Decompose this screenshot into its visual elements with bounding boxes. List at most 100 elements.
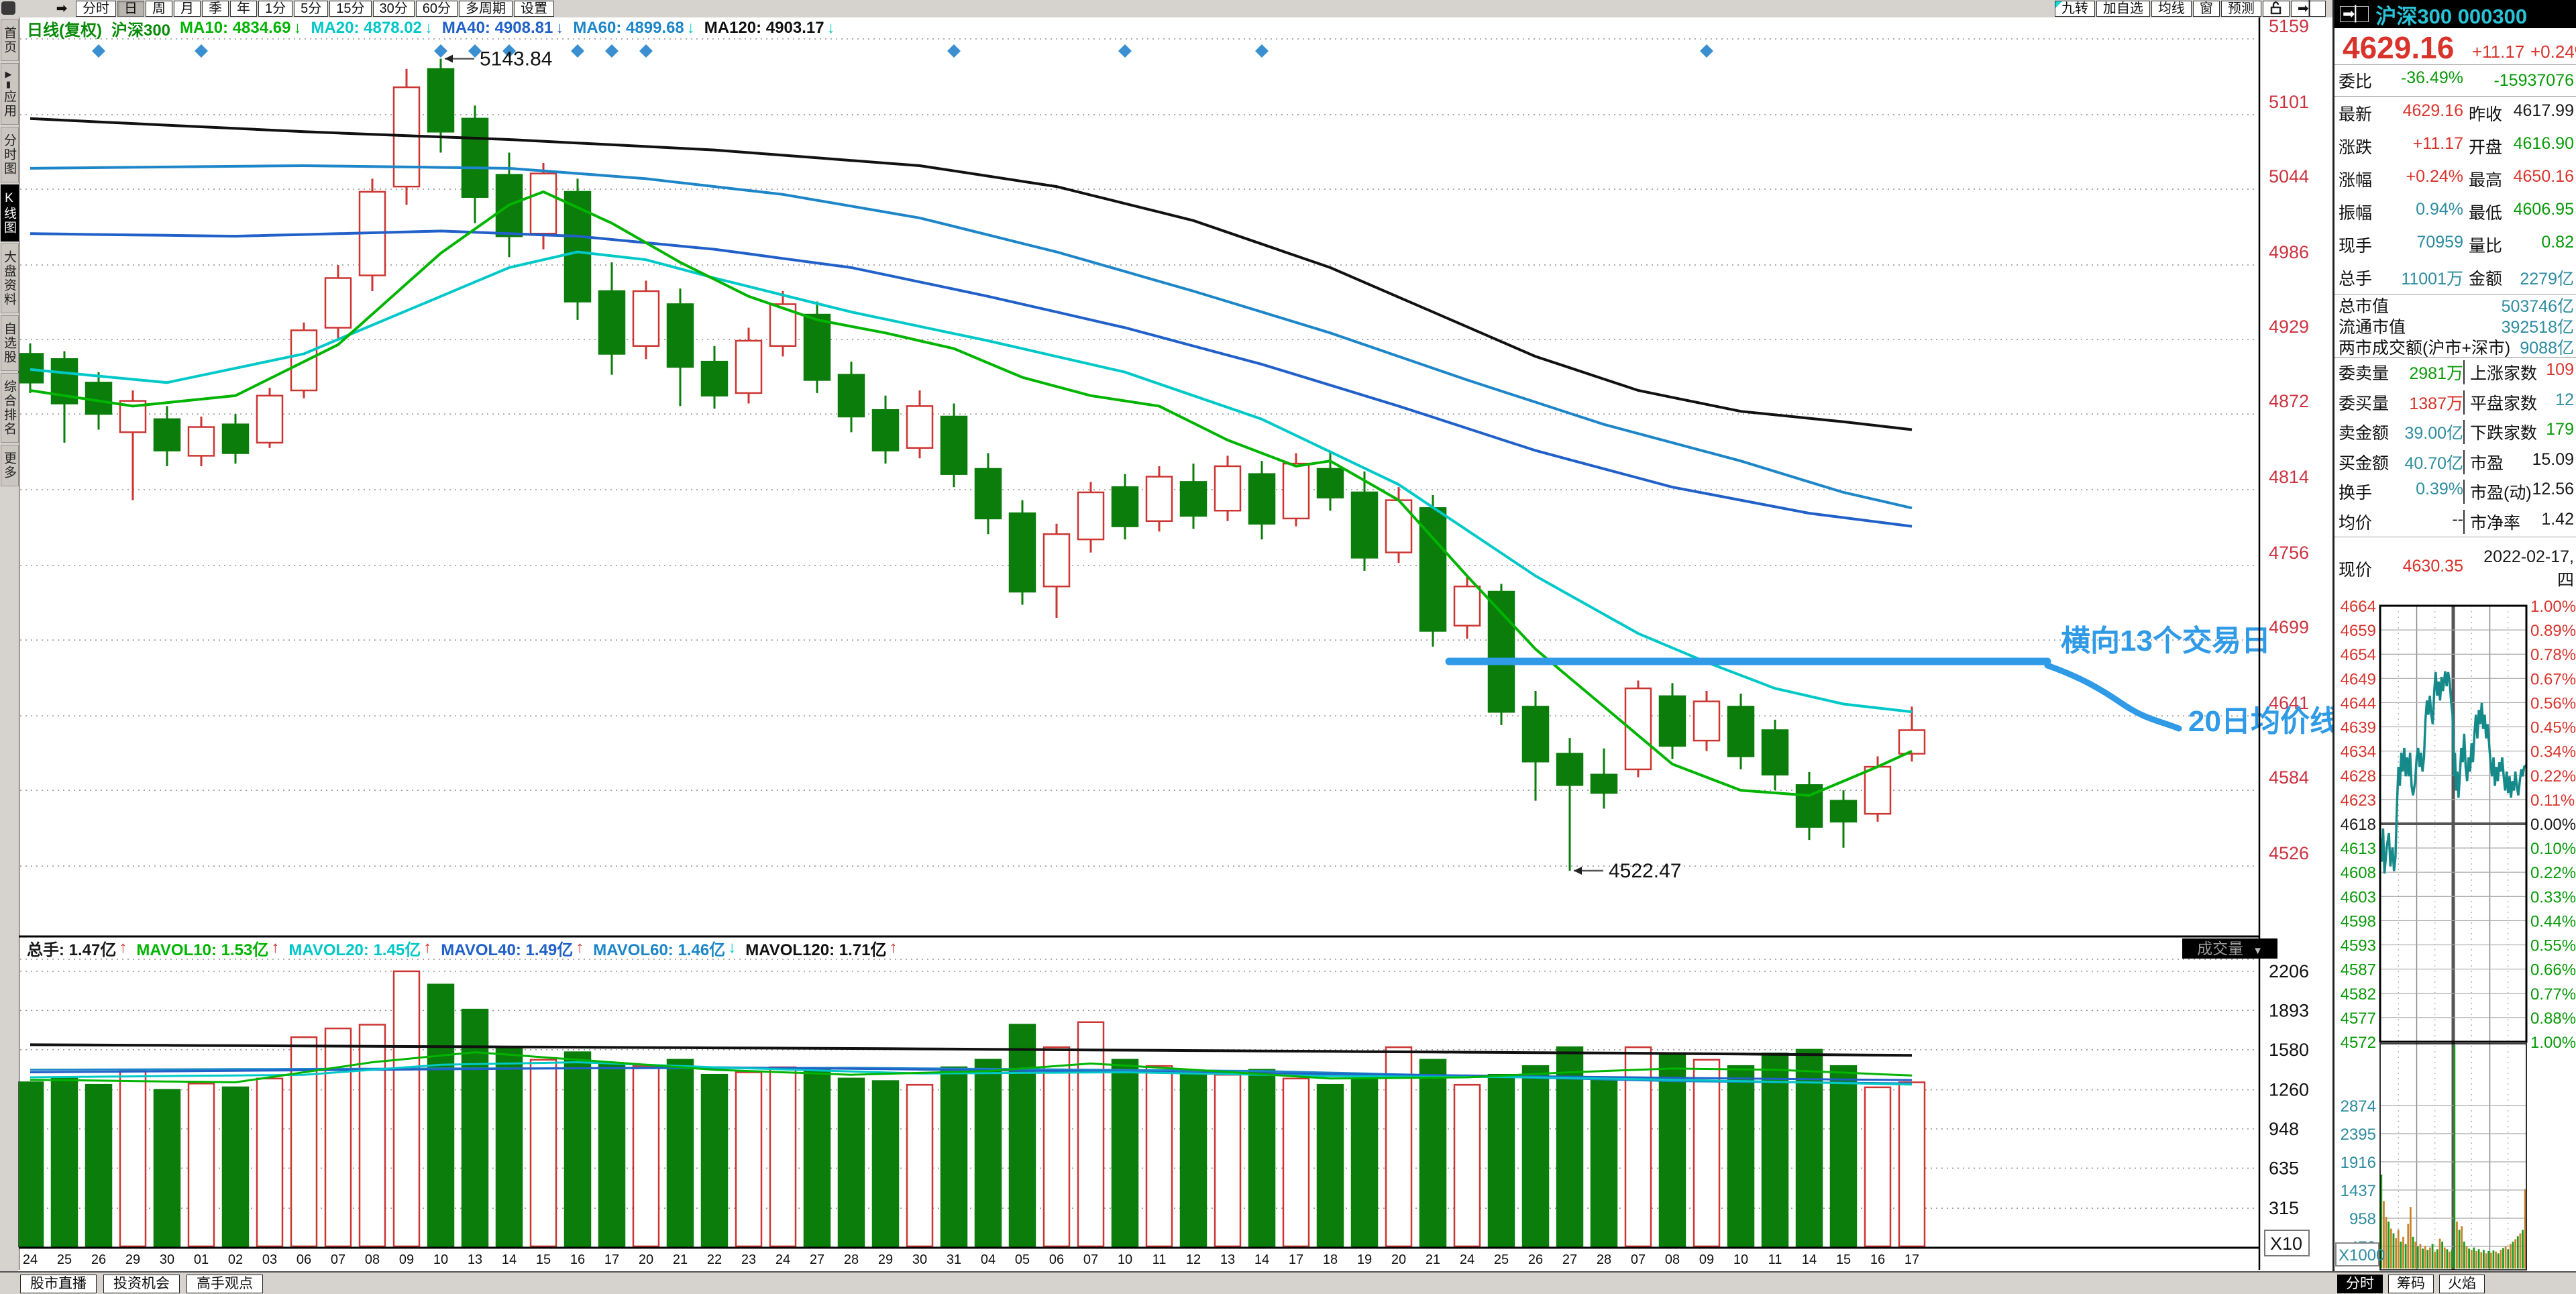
- bottom-tab-股市直播[interactable]: 股市直播: [20, 1275, 97, 1293]
- period-button-设置[interactable]: 设置: [514, 1, 554, 17]
- period-button-多周期[interactable]: 多周期: [459, 1, 513, 17]
- indicator-select-dropdown[interactable]: 成交量 ▼: [2182, 938, 2277, 959]
- tool-button-预测[interactable]: 预测: [2220, 1, 2261, 17]
- volume-bar: [1111, 1059, 1139, 1248]
- quote-col2: 2022-02-17,四: [2463, 547, 2574, 591]
- mini-volume-bar: [2441, 1241, 2444, 1269]
- mini-pct-label: 0.66%: [2530, 961, 2576, 979]
- sidebar-item-label: 首页: [2, 26, 16, 54]
- annotation-arrow-label: 20日均价线: [2188, 705, 2332, 738]
- date-label: 08: [1665, 1252, 1680, 1267]
- quote-col1: 换手 0.39%: [2339, 480, 2463, 504]
- sidebar-item-自选股[interactable]: 自选股: [1, 315, 19, 371]
- field-value: 179: [2546, 420, 2574, 439]
- date-label: 11: [1768, 1252, 1782, 1267]
- tool-button-九转[interactable]: 九转: [2054, 1, 2095, 17]
- period-button-分时[interactable]: 分时: [76, 1, 116, 17]
- mini-chart-tab-筹码[interactable]: 筹码: [2388, 1275, 2434, 1293]
- date-label: 03: [262, 1252, 277, 1267]
- period-button-日[interactable]: 日: [117, 1, 144, 17]
- mini-volume-bar: [2419, 1244, 2422, 1269]
- period-button-季[interactable]: 季: [202, 1, 229, 17]
- mini-vol-unit: X1000: [2339, 1246, 2385, 1264]
- mini-volume-bar: [2507, 1249, 2510, 1269]
- sidebar-item-综合排名[interactable]: 综合排名: [1, 373, 19, 443]
- drawn-arrow-curve[interactable]: [2044, 662, 2182, 732]
- volume-bar: [1521, 1065, 1550, 1248]
- date-label: 27: [1562, 1252, 1577, 1267]
- period-button-周[interactable]: 周: [146, 1, 172, 17]
- volume-bar: [1179, 1071, 1208, 1248]
- quote-col1: 均价 --: [2339, 510, 2463, 534]
- mini-chart-tab-火焰[interactable]: 火焰: [2439, 1275, 2485, 1293]
- sidebar-item-应用[interactable]: ▶▮应用: [1, 63, 19, 125]
- volume-bar: [221, 1086, 250, 1248]
- field-value: 0.94%: [2416, 199, 2463, 219]
- nine-turn-marker-icon: [502, 44, 516, 58]
- intraday-mini-chart[interactable]: 4664 1.00% 4659 0.89% 4654 0.78% 4649 0.67% 4644…: [2334, 600, 2576, 1275]
- mini-volume-bar: [2434, 1251, 2436, 1269]
- date-label: 02: [228, 1252, 243, 1267]
- bottom-tab-高手观点[interactable]: 高手观点: [186, 1275, 263, 1293]
- mini-pct-label: 0.22%: [2530, 864, 2576, 882]
- mini-volume-bar: [2410, 1207, 2412, 1269]
- date-label: 15: [1836, 1252, 1851, 1267]
- tool-button-窗[interactable]: 窗: [2192, 1, 2220, 17]
- sidebar-item-分时图[interactable]: 分时图: [1, 127, 19, 182]
- candle-body: [666, 303, 694, 368]
- volume-bar: [735, 1071, 763, 1248]
- period-button-30分[interactable]: 30分: [372, 1, 415, 17]
- sidebar-item-首页[interactable]: 首页: [1, 19, 19, 61]
- field-value: 1387万: [2409, 394, 2463, 413]
- mini-chart-tab-分时[interactable]: 分时: [2337, 1275, 2383, 1293]
- date-label: 08: [365, 1252, 380, 1267]
- period-button-60分[interactable]: 60分: [415, 1, 458, 17]
- mini-pct-label: 0.89%: [2530, 622, 2576, 640]
- volume-bar: [632, 1065, 660, 1248]
- collapse-left-icon[interactable]: ➡: [52, 1, 72, 16]
- nine-turn-marker-icon: [571, 44, 584, 58]
- period-button-1分[interactable]: 1分: [258, 1, 293, 17]
- volume-bar: [1282, 1077, 1310, 1248]
- volume-bar: [18, 1081, 44, 1248]
- mavol-line-MAVOL40: [30, 1066, 1913, 1081]
- mini-volume-bar: [2485, 1253, 2487, 1269]
- mini-volume-bar: [2453, 1045, 2456, 1269]
- period-button-月[interactable]: 月: [174, 1, 201, 17]
- collapse-right-icon[interactable]: ➡▏: [2340, 6, 2369, 22]
- candle-body: [1590, 773, 1618, 794]
- sidebar-item-更多[interactable]: 更多: [1, 445, 19, 486]
- quote-col2: 最低 4606.95: [2463, 200, 2574, 224]
- svg-text:1893: 1893: [2269, 1000, 2309, 1020]
- quote-col2: 量比 0.82: [2463, 233, 2574, 257]
- sidebar-item-大盘资料[interactable]: 大盘资料: [1, 244, 19, 313]
- period-button-年[interactable]: 年: [230, 1, 257, 17]
- mini-volume-bar: [2500, 1250, 2502, 1269]
- quote-col2: -15937076: [2463, 71, 2574, 91]
- date-label: 20: [639, 1252, 653, 1267]
- candle-body: [1727, 706, 1755, 757]
- trend-arrow-icon: ↓: [555, 19, 564, 37]
- period-button-5分[interactable]: 5分: [294, 1, 329, 17]
- ma-value-label: MA10: 4834.69: [180, 19, 291, 37]
- sidebar-item-K线图[interactable]: K线图: [1, 184, 19, 241]
- collapse-panel-icon[interactable]: ➡▏: [2290, 1, 2326, 17]
- tool-button-加自选[interactable]: 加自选: [2096, 1, 2150, 17]
- kline-chart[interactable]: 5159 5101 5044 4986 4929 4872 4814 4756 4699 4641…: [18, 17, 2332, 1271]
- period-button-15分[interactable]: 15分: [329, 1, 372, 17]
- volume-bar: [700, 1073, 729, 1248]
- date-label: 22: [707, 1252, 722, 1267]
- volume-bar: [837, 1077, 865, 1248]
- volume-bar: [564, 1051, 592, 1248]
- date-label: 24: [23, 1252, 38, 1267]
- bottom-tab-投资机会[interactable]: 投资机会: [103, 1275, 180, 1293]
- candle-body: [1008, 512, 1036, 593]
- lock-icon[interactable]: [2262, 1, 2290, 17]
- tool-button-均线[interactable]: 均线: [2151, 1, 2192, 17]
- candle-body: [461, 117, 489, 198]
- sidebar-item-label: 更多: [2, 451, 16, 480]
- kline-indicator-header: 日线(复权) 沪深300 MA10: 4834.69 ↓ MA20: 4878.02 ↓ M…: [27, 19, 845, 40]
- candle-body: [1487, 590, 1515, 713]
- mini-volume-bar: [2461, 1226, 2463, 1269]
- field-value: 11001万: [2401, 269, 2463, 288]
